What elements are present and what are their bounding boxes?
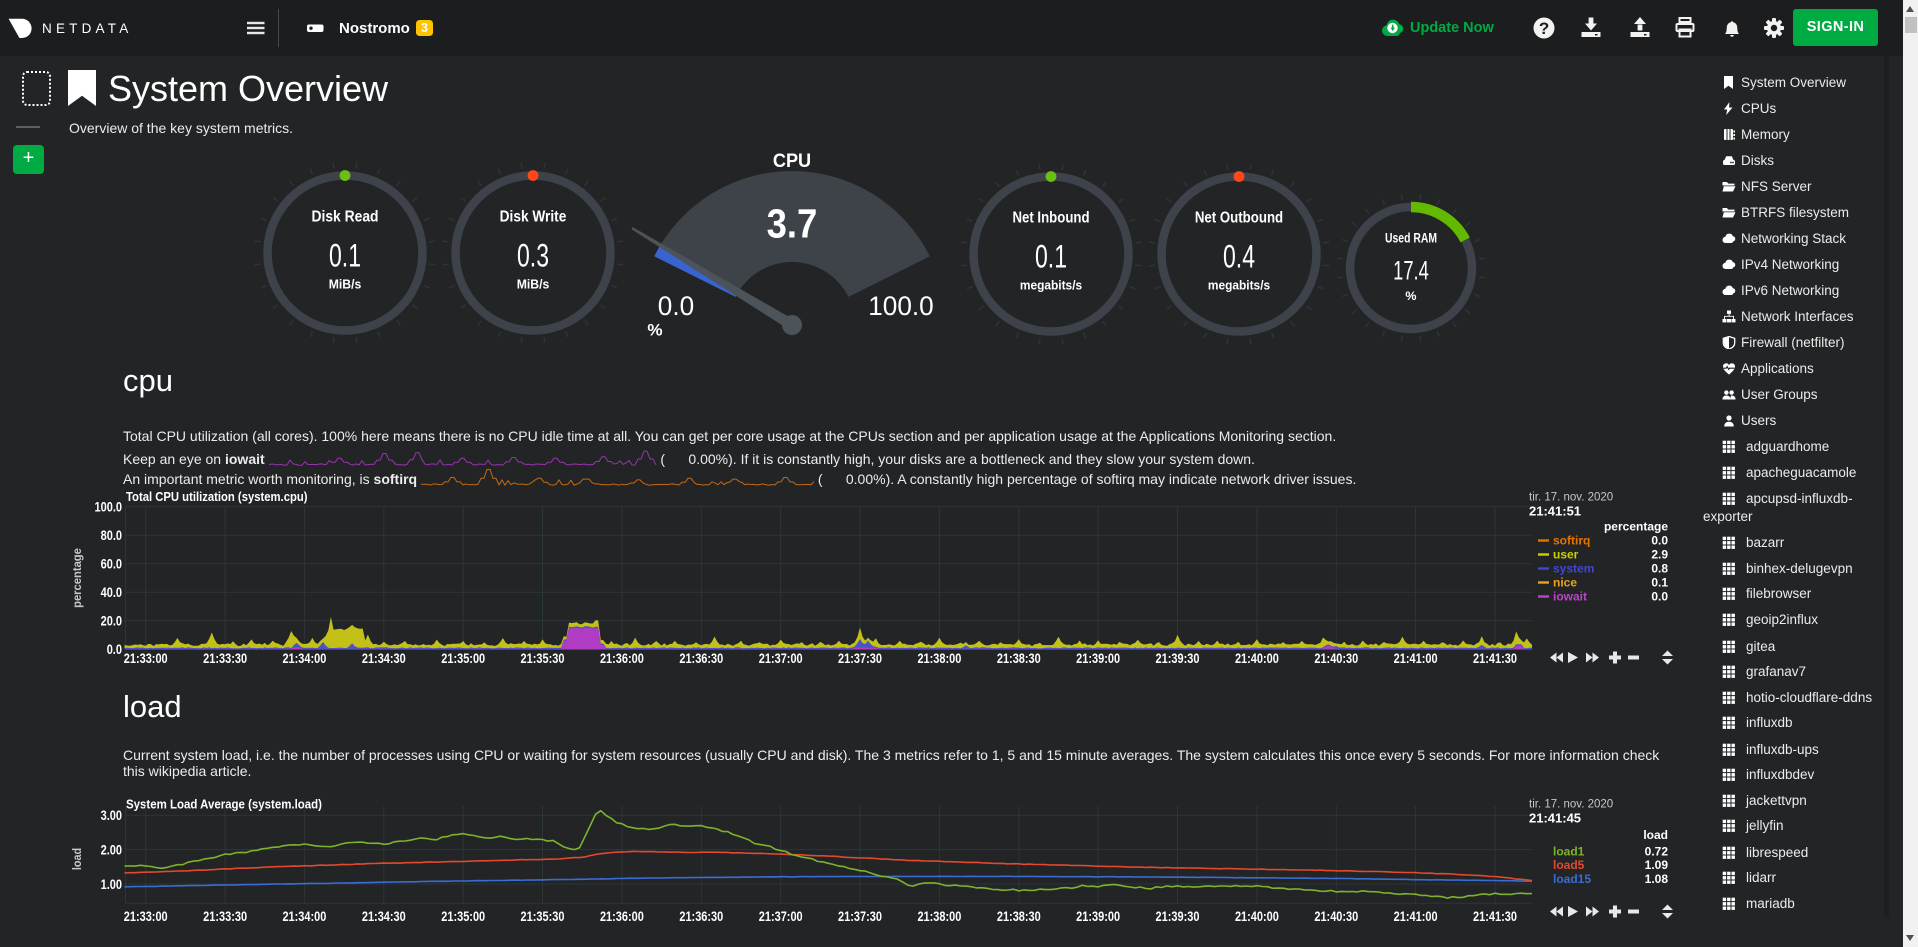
svg-text:Disk Write: Disk Write (500, 209, 567, 226)
svg-text:21:38:00: 21:38:00 (917, 908, 961, 924)
svg-text:1.00: 1.00 (101, 876, 123, 892)
svg-text:1.09: 1.09 (1645, 858, 1669, 872)
svg-text:load: load (1643, 828, 1668, 842)
svg-text:0.1: 0.1 (1035, 239, 1067, 275)
svg-text:21:35:30: 21:35:30 (521, 650, 565, 666)
svg-text:21:36:00: 21:36:00 (600, 650, 644, 666)
svg-text:21:38:30: 21:38:30 (997, 650, 1041, 666)
svg-text:tir. 17. nov. 2020: tir. 17. nov. 2020 (1529, 799, 1613, 811)
svg-text:21:35:00: 21:35:00 (441, 908, 485, 924)
svg-text:2.9: 2.9 (1651, 548, 1668, 562)
svg-text:100.0: 100.0 (95, 499, 123, 515)
svg-text:iowait: iowait (1553, 590, 1587, 604)
svg-text:0.3: 0.3 (517, 238, 549, 274)
svg-text:0.8: 0.8 (1651, 562, 1668, 576)
svg-text:Total CPU utilization (system.: Total CPU utilization (system.cpu) (126, 489, 308, 504)
svg-text:Net Inbound: Net Inbound (1012, 210, 1089, 227)
svg-text:21:40:00: 21:40:00 (1235, 908, 1279, 924)
svg-text:21:37:00: 21:37:00 (759, 650, 803, 666)
svg-text:0.0: 0.0 (1651, 590, 1668, 604)
svg-text:20.0: 20.0 (101, 613, 123, 629)
svg-text:2.00: 2.00 (101, 841, 123, 857)
svg-text:%: % (1405, 289, 1416, 303)
svg-text:21:39:30: 21:39:30 (1156, 650, 1200, 666)
svg-text:21:39:30: 21:39:30 (1156, 908, 1200, 924)
svg-text:21:34:00: 21:34:00 (282, 650, 326, 666)
svg-text:80.0: 80.0 (101, 527, 123, 543)
svg-text:21:35:30: 21:35:30 (521, 908, 565, 924)
svg-text:21:37:00: 21:37:00 (759, 908, 803, 924)
svg-text:60.0: 60.0 (101, 556, 123, 572)
svg-text:21:36:30: 21:36:30 (679, 908, 723, 924)
svg-text:3.00: 3.00 (101, 807, 123, 823)
svg-text:21:40:30: 21:40:30 (1314, 908, 1358, 924)
svg-text:0.0: 0.0 (1651, 534, 1668, 548)
svg-text:0.4: 0.4 (1223, 239, 1255, 275)
svg-text:Used RAM: Used RAM (1385, 231, 1437, 246)
svg-text:21:41:00: 21:41:00 (1394, 908, 1438, 924)
svg-text:0.72: 0.72 (1645, 844, 1669, 858)
svg-text:percentage: percentage (1604, 520, 1668, 534)
svg-text:21:33:30: 21:33:30 (203, 650, 247, 666)
svg-text:21:34:30: 21:34:30 (362, 908, 406, 924)
svg-text:21:41:45: 21:41:45 (1529, 811, 1581, 826)
svg-text:21:38:30: 21:38:30 (997, 908, 1041, 924)
svg-text:load1: load1 (1553, 844, 1585, 858)
svg-text:0.1: 0.1 (1651, 576, 1668, 590)
svg-text:21:33:30: 21:33:30 (203, 908, 247, 924)
svg-text:tir. 17. nov. 2020: tir. 17. nov. 2020 (1529, 492, 1613, 504)
svg-text:21:36:30: 21:36:30 (679, 650, 723, 666)
svg-text:21:37:30: 21:37:30 (838, 650, 882, 666)
svg-text:21:38:00: 21:38:00 (917, 650, 961, 666)
svg-text:21:34:30: 21:34:30 (362, 650, 406, 666)
svg-text:CPU: CPU (773, 151, 811, 172)
svg-text:21:33:00: 21:33:00 (124, 908, 168, 924)
svg-text:21:41:00: 21:41:00 (1394, 650, 1438, 666)
svg-text:MiB/s: MiB/s (329, 277, 362, 292)
svg-text:0.0: 0.0 (107, 641, 122, 657)
svg-text:megabits/s: megabits/s (1208, 278, 1270, 293)
svg-text:?: ? (1539, 19, 1549, 38)
svg-text:nice: nice (1553, 576, 1577, 590)
svg-text:MiB/s: MiB/s (517, 277, 550, 292)
svg-text:0.0: 0.0 (658, 291, 694, 321)
svg-text:21:36:00: 21:36:00 (600, 908, 644, 924)
svg-text:%: % (647, 321, 662, 340)
svg-text:Net Outbound: Net Outbound (1195, 210, 1283, 227)
svg-text:system: system (1553, 562, 1594, 576)
svg-text:3.7: 3.7 (767, 201, 818, 247)
svg-text:System Load Average (system.lo: System Load Average (system.load) (126, 797, 322, 812)
svg-text:megabits/s: megabits/s (1020, 278, 1082, 293)
svg-text:40.0: 40.0 (101, 584, 123, 600)
svg-text:21:40:30: 21:40:30 (1314, 650, 1358, 666)
svg-text:21:35:00: 21:35:00 (441, 650, 485, 666)
svg-text:21:37:30: 21:37:30 (838, 908, 882, 924)
svg-text:21:34:00: 21:34:00 (282, 908, 326, 924)
svg-text:21:41:51: 21:41:51 (1529, 504, 1581, 519)
svg-text:softirq: softirq (1553, 534, 1590, 548)
svg-text:user: user (1553, 548, 1579, 562)
svg-text:percentage: percentage (70, 548, 84, 608)
svg-text:17.4: 17.4 (1393, 256, 1429, 286)
svg-text:load15: load15 (1553, 872, 1591, 886)
svg-text:load: load (70, 848, 84, 870)
svg-text:load5: load5 (1553, 858, 1585, 872)
svg-text:21:40:00: 21:40:00 (1235, 650, 1279, 666)
svg-text:21:41:30: 21:41:30 (1473, 650, 1517, 666)
svg-text:0.1: 0.1 (329, 238, 361, 274)
svg-text:21:39:00: 21:39:00 (1076, 908, 1120, 924)
svg-text:100.0: 100.0 (868, 291, 934, 321)
svg-text:21:41:30: 21:41:30 (1473, 908, 1517, 924)
svg-text:21:33:00: 21:33:00 (124, 650, 168, 666)
svg-text:Disk Read: Disk Read (311, 209, 378, 226)
svg-text:21:39:00: 21:39:00 (1076, 650, 1120, 666)
svg-text:1.08: 1.08 (1645, 872, 1669, 886)
